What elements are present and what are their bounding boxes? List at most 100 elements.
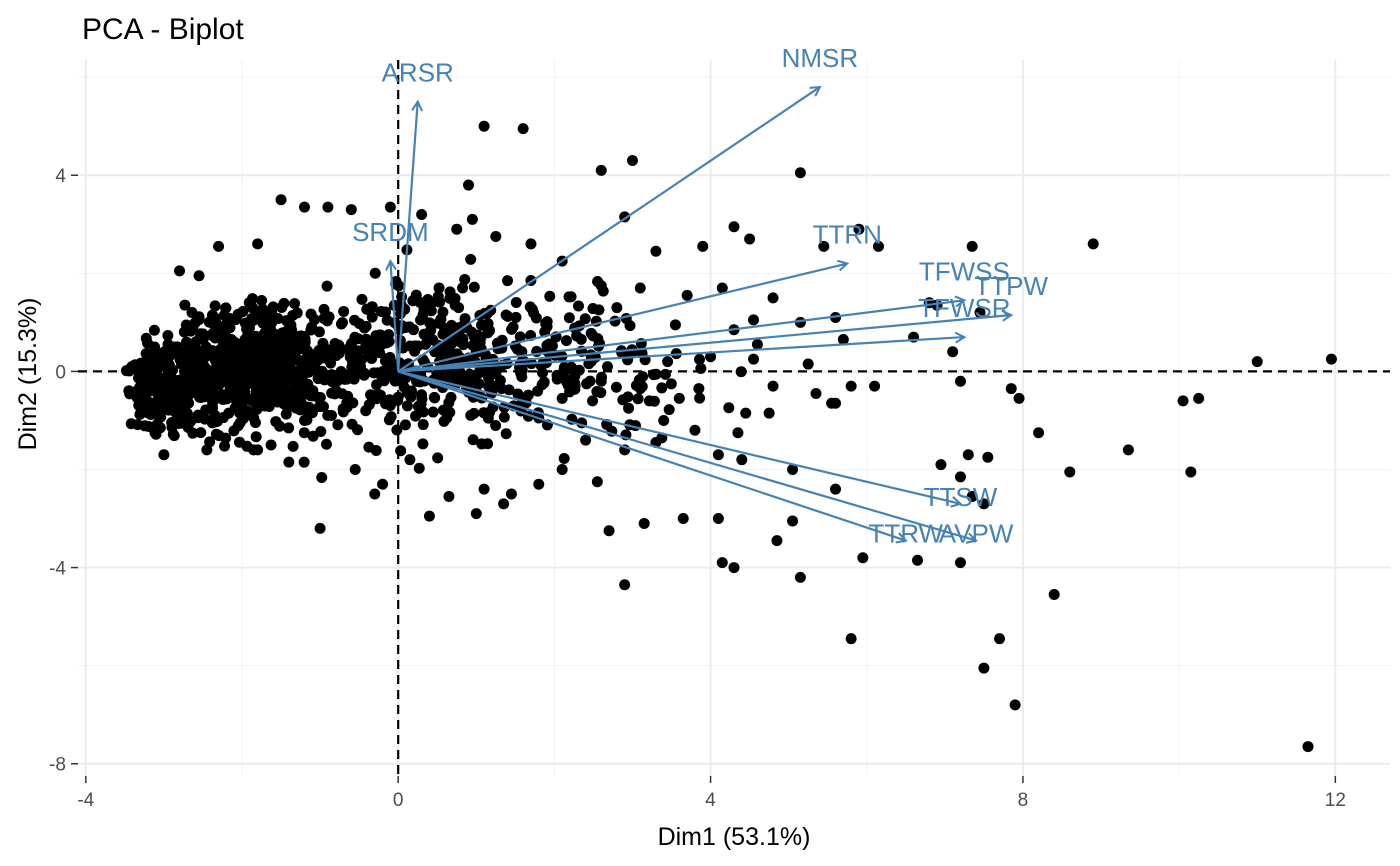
- arrow-ttsw: [397, 370, 960, 503]
- data-point: [366, 301, 378, 313]
- data-point: [338, 305, 350, 317]
- data-point: [207, 402, 219, 414]
- data-point: [360, 333, 372, 345]
- data-point: [1033, 427, 1045, 439]
- data-point: [561, 376, 573, 388]
- data-point: [763, 407, 775, 419]
- data-point: [507, 321, 519, 333]
- data-point: [307, 430, 319, 442]
- data-point: [180, 319, 192, 331]
- data-point: [622, 391, 634, 403]
- data-point: [125, 418, 137, 430]
- data-point: [1048, 589, 1060, 601]
- data-point: [663, 404, 675, 416]
- data-point: [1122, 444, 1134, 456]
- data-point: [580, 434, 592, 446]
- data-point: [591, 476, 603, 488]
- data-point: [1064, 466, 1076, 478]
- data-point: [610, 381, 622, 393]
- data-point: [417, 309, 429, 321]
- data-point: [377, 478, 389, 490]
- data-point: [252, 238, 264, 250]
- data-point: [179, 368, 191, 380]
- data-point: [403, 321, 415, 333]
- data-point: [593, 304, 605, 316]
- data-point: [211, 346, 223, 358]
- data-point: [498, 411, 510, 423]
- data-point: [253, 374, 265, 386]
- data-point: [662, 356, 674, 368]
- data-point: [626, 155, 638, 167]
- arrow-ttpw: [398, 315, 1011, 373]
- data-point: [213, 240, 225, 252]
- data-point: [298, 456, 310, 468]
- arrow-nmsr: [397, 87, 820, 373]
- data-point: [345, 204, 357, 216]
- data-point: [677, 513, 689, 525]
- data-point: [363, 399, 375, 411]
- data-point: [510, 296, 522, 308]
- data-point: [712, 513, 724, 525]
- data-point: [544, 290, 556, 302]
- data-point: [982, 451, 994, 463]
- data-point: [345, 366, 357, 378]
- data-point: [912, 554, 924, 566]
- data-point: [693, 383, 705, 395]
- arrow-avpw: [397, 370, 976, 540]
- data-point: [584, 375, 596, 387]
- data-point: [533, 478, 545, 490]
- data-point: [565, 361, 577, 373]
- variable-label-tfwss: TFWSS: [919, 256, 1010, 286]
- data-point: [1177, 395, 1189, 407]
- variable-label-avpw: AVPW: [939, 519, 1014, 549]
- data-point: [370, 445, 382, 457]
- data-point: [210, 428, 222, 440]
- data-point: [853, 223, 865, 235]
- data-point: [140, 348, 152, 360]
- data-point: [252, 392, 264, 404]
- data-point: [267, 301, 279, 313]
- data-point: [165, 371, 177, 383]
- data-point: [211, 415, 223, 427]
- x-tick-label: 8: [1018, 790, 1029, 811]
- data-point: [595, 164, 607, 176]
- data-point: [558, 452, 570, 464]
- data-point: [333, 347, 345, 359]
- data-point: [380, 398, 392, 410]
- data-point: [538, 377, 550, 389]
- data-point: [379, 355, 391, 367]
- data-point: [276, 301, 288, 313]
- data-point: [220, 432, 232, 444]
- data-point: [794, 167, 806, 179]
- data-point: [154, 349, 166, 361]
- data-point: [170, 345, 182, 357]
- data-point: [485, 361, 497, 373]
- data-point: [637, 371, 649, 383]
- data-point: [257, 363, 269, 375]
- data-point: [525, 238, 537, 250]
- y-tick-label: -4: [49, 559, 66, 580]
- data-point: [143, 420, 155, 432]
- data-point: [369, 488, 381, 500]
- data-point: [228, 425, 240, 437]
- data-point: [237, 306, 249, 318]
- data-point: [484, 378, 496, 390]
- data-point: [978, 498, 990, 510]
- data-point: [341, 397, 353, 409]
- data-point: [269, 366, 281, 378]
- data-point: [301, 414, 313, 426]
- data-point: [332, 375, 344, 387]
- data-point: [309, 314, 321, 326]
- x-tick-label: -4: [77, 790, 94, 811]
- data-point: [417, 419, 429, 431]
- data-point: [150, 428, 162, 440]
- data-point: [693, 353, 705, 365]
- data-point: [409, 340, 421, 352]
- y-tick-label: -8: [49, 755, 66, 776]
- y-axis: -8 -4 0 4: [49, 166, 78, 776]
- data-point: [810, 387, 822, 399]
- data-point: [434, 296, 446, 308]
- data-point: [194, 355, 206, 367]
- data-point: [500, 428, 512, 440]
